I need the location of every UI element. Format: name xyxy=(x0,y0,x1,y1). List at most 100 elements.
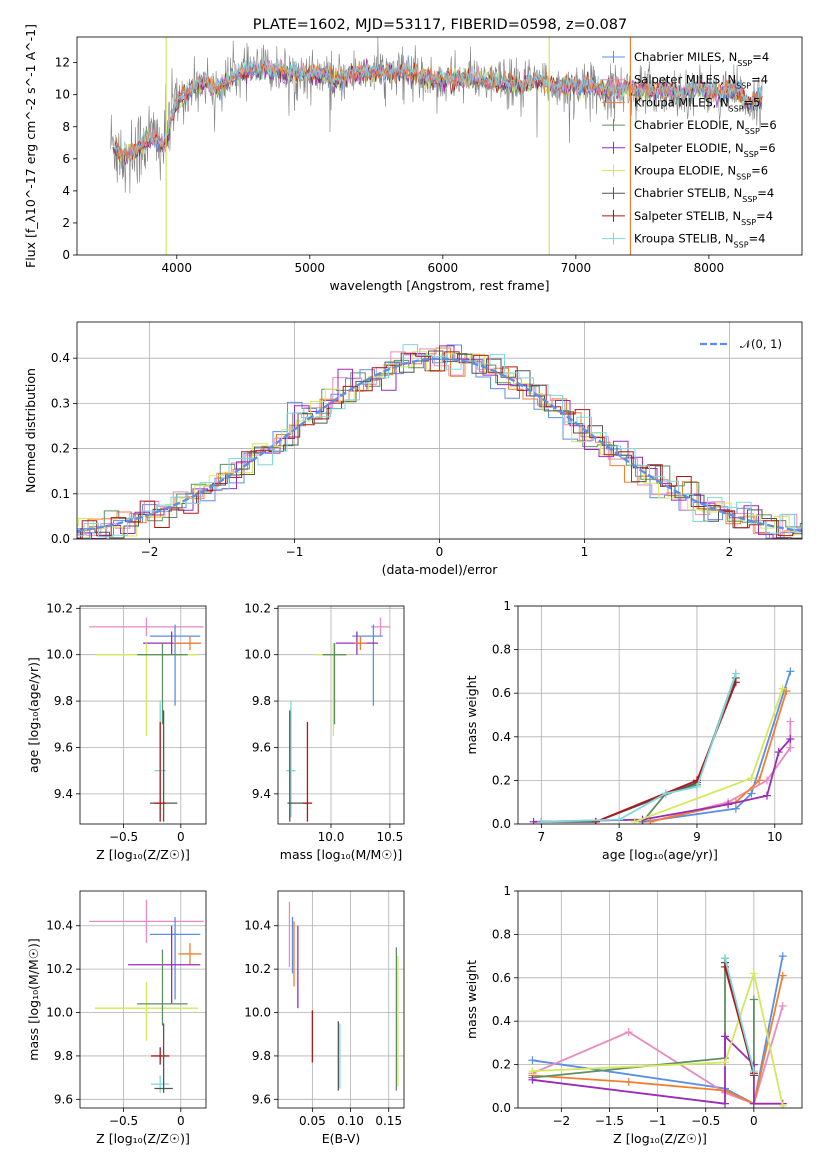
point-kroupa-miles xyxy=(172,636,202,651)
x-axis-label: Z [log₁₀(Z/Z☉)] xyxy=(613,1131,707,1146)
axes-frame xyxy=(76,321,803,540)
y-tick-label: 0.4 xyxy=(492,730,511,744)
x-tick-label: 8000 xyxy=(694,261,725,275)
series-point xyxy=(778,684,787,693)
plot-area-weight_vs_Z xyxy=(528,952,787,1108)
series-point xyxy=(624,1028,633,1037)
y-tick-label: 0.0 xyxy=(51,532,70,546)
x-tick-label: −1 xyxy=(649,1114,667,1128)
y-tick-label: 0 xyxy=(62,248,70,262)
series-point xyxy=(529,817,538,824)
x-tick-label: 7 xyxy=(538,830,546,844)
axes-frame xyxy=(517,605,803,825)
y-tick-label: 9.8 xyxy=(252,1049,271,1063)
panel-weight_vs_age: 7 8 9 10 0.0 0.2 0.4 0.6 0.8 1 age [log₁₀(age/yr)]… xyxy=(464,599,803,862)
x-tick-label: 10 xyxy=(767,830,782,844)
x-tick-label: −0.5 xyxy=(109,1114,138,1128)
y-tick-label: 9.6 xyxy=(252,740,271,754)
series-chabrier-miles xyxy=(642,671,792,823)
series-point xyxy=(528,1067,537,1076)
y-axis-label: mass [log₁₀(M/M☉)] xyxy=(26,938,41,1060)
series-salpeter-stelib xyxy=(595,681,737,823)
x-axis-label: Z [log₁₀(Z/Z☉)] xyxy=(96,847,190,862)
point-salpeter-stelib xyxy=(151,1047,170,1065)
plot-area-mass_vs_ebv xyxy=(288,901,399,1091)
panel-age_vs_mass: 10.0 10.5 9.4 9.6 9.8 10.0 10.2 mass [log₁₀(M/M… xyxy=(244,601,405,862)
x-tick-label: 10.0 xyxy=(318,830,345,844)
y-tick-label: 9.6 xyxy=(54,1092,73,1106)
x-axis-label: mass [log₁₀(M/M☉)] xyxy=(280,847,402,862)
point-kroupa-elodie xyxy=(94,982,198,1041)
y-tick-label: 0.6 xyxy=(492,971,511,985)
series-point xyxy=(774,748,783,757)
panel-weight_vs_Z: −2 −1.5 −1 −0.5 0 0.0 0.2 0.4 0.6 0.8 1 Z [log₁₀(Z/… xyxy=(464,884,803,1146)
x-axis-label: (data-model)/error xyxy=(382,562,499,577)
x-tick-label: 10.5 xyxy=(377,830,404,844)
y-tick-label: 9.8 xyxy=(54,1049,73,1063)
y-tick-label: 0.1 xyxy=(51,487,70,501)
x-tick-label: −2 xyxy=(552,1114,570,1128)
histogram-salpeter-miles xyxy=(77,348,802,536)
series-kroupa-stelib xyxy=(541,673,737,823)
y-tick-label: 9.8 xyxy=(252,694,271,708)
point-salpeter-stelib xyxy=(302,721,313,822)
series-salpeter-elodie xyxy=(533,738,791,823)
y-axis-label: mass weight xyxy=(464,960,479,1039)
series-point xyxy=(778,1002,787,1011)
axes-frame xyxy=(76,36,803,256)
y-tick-label: 0.0 xyxy=(492,817,511,831)
series-point xyxy=(778,952,787,961)
y-tick-label: 9.6 xyxy=(252,1092,271,1106)
point-kroupa-miles xyxy=(178,943,202,965)
y-tick-label: 6 xyxy=(62,152,70,166)
y-tick-label: 0.8 xyxy=(492,927,511,941)
series-point xyxy=(646,817,655,824)
series-point xyxy=(778,1101,787,1108)
series-point xyxy=(528,1075,537,1084)
series-point xyxy=(786,734,795,743)
y-tick-label: 0.4 xyxy=(492,1014,511,1028)
legend-entry: Salpeter ELODIE, NSSP=6 xyxy=(634,141,776,159)
x-tick-label: −1.5 xyxy=(595,1114,624,1128)
series-point xyxy=(537,817,546,824)
x-axis-label: wavelength [Angstrom, rest frame] xyxy=(329,278,549,293)
point-salpeter-elodie xyxy=(128,925,201,1004)
y-tick-label: 0.2 xyxy=(492,773,511,787)
x-tick-label: 0 xyxy=(177,1114,185,1128)
plot-area-residuals xyxy=(77,344,802,539)
panel-age_vs_Z: −0.5 0 9.4 9.6 9.8 10.0 10.2 Z [log₁₀(Z/Z☉)] age… xyxy=(26,601,207,862)
x-tick-label: 9 xyxy=(693,830,701,844)
legend-entry: 𝒩(0, 1) xyxy=(740,337,782,351)
series-kroupa-miles xyxy=(650,690,788,823)
y-tick-label: 10.2 xyxy=(46,962,73,976)
series-salpeter-elodie xyxy=(532,1034,783,1105)
series-point xyxy=(661,789,670,798)
plot-area-spectrum xyxy=(110,37,763,255)
legend-entry: Kroupa STELIB, NSSP=4 xyxy=(634,232,765,250)
point-kroupa-stelib xyxy=(286,701,296,818)
y-tick-label: 0.0 xyxy=(492,1101,511,1115)
y-tick-label: 10.0 xyxy=(244,1006,271,1020)
y-tick-label: 0.2 xyxy=(51,442,70,456)
legend-entry: Chabrier STELIB, NSSP=4 xyxy=(634,186,774,204)
series-point xyxy=(762,791,771,800)
series-point xyxy=(778,971,787,980)
series-point xyxy=(630,817,639,824)
y-axis-label: Normed distribution xyxy=(23,368,38,493)
axes-frame xyxy=(277,605,405,825)
y-tick-label: 0.6 xyxy=(492,686,511,700)
series-chabrier-miles xyxy=(532,955,784,1106)
model-spectrum-salpeter-miles xyxy=(115,58,762,162)
histogram-chabrier-miles xyxy=(77,344,802,539)
legend-entry: Salpeter STELIB, NSSP=4 xyxy=(634,209,773,227)
series-kroupa-stelib xyxy=(724,958,755,1072)
x-tick-label: 0 xyxy=(436,545,444,559)
x-tick-label: 2 xyxy=(726,545,734,559)
point-chabrier-miles xyxy=(149,917,201,1000)
y-tick-label: 10.4 xyxy=(46,919,73,933)
x-tick-label: 0 xyxy=(750,1114,758,1128)
panel-mass_vs_ebv: 0.05 0.10 0.15 9.6 9.8 10.0 10.2 10.4 E(B-V) xyxy=(244,890,405,1146)
x-axis-label: age [log₁₀(age/yr)] xyxy=(602,847,718,862)
grid-mass_vs_Z xyxy=(80,891,206,1108)
y-tick-label: 0.2 xyxy=(492,1058,511,1072)
